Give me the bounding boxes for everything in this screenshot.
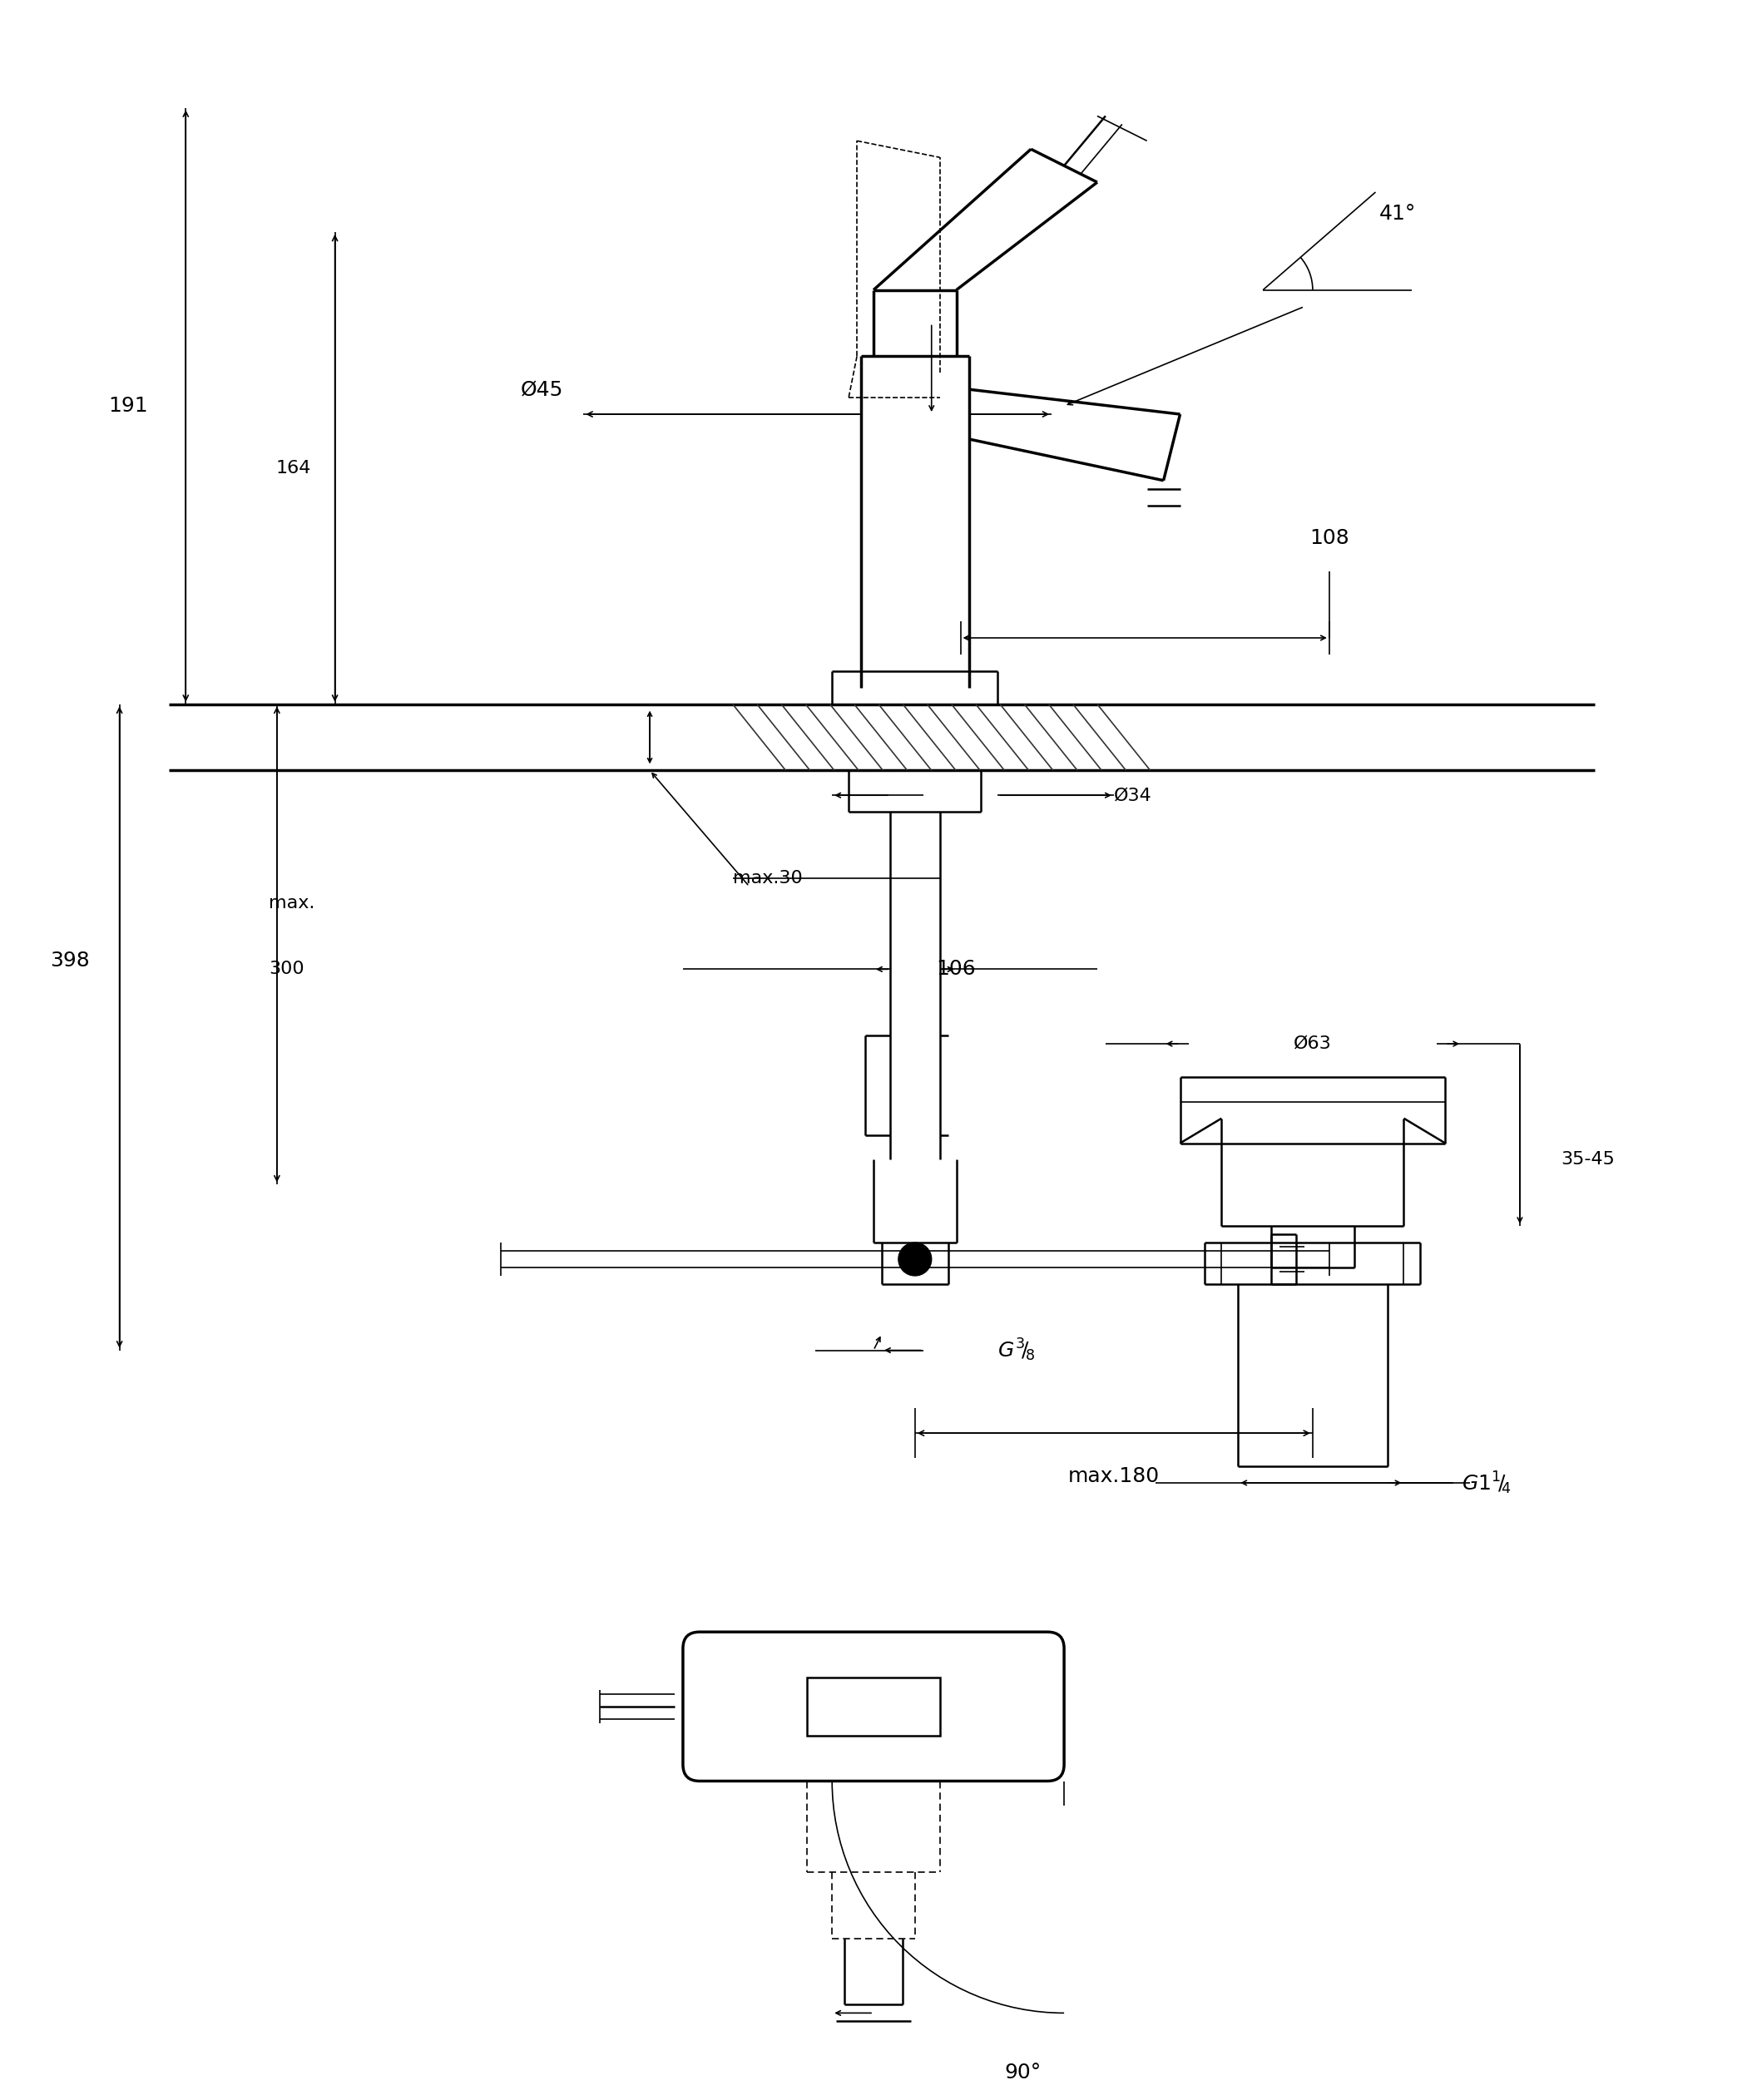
- Text: max.30: max.30: [732, 869, 802, 886]
- Text: $G1^1\!/\!_4$: $G1^1\!/\!_4$: [1461, 1470, 1512, 1495]
- Text: 90°: 90°: [1004, 2062, 1041, 2083]
- Text: 106: 106: [937, 960, 976, 979]
- FancyBboxPatch shape: [683, 1632, 1063, 1781]
- Text: max.180: max.180: [1069, 1466, 1160, 1487]
- Text: 191: 191: [109, 397, 147, 416]
- Text: Ø63: Ø63: [1293, 1035, 1332, 1052]
- Text: max.: max.: [268, 895, 315, 911]
- Text: Ø34: Ø34: [1114, 788, 1151, 804]
- Text: 398: 398: [49, 951, 89, 970]
- Text: $G^3\!/\!_8$: $G^3\!/\!_8$: [999, 1338, 1035, 1363]
- Text: 108: 108: [1309, 529, 1349, 548]
- Text: 300: 300: [268, 962, 305, 976]
- Text: 41°: 41°: [1379, 204, 1416, 225]
- Text: 35-45: 35-45: [1561, 1151, 1615, 1168]
- Circle shape: [899, 1243, 932, 1275]
- Bar: [808, 1678, 939, 1735]
- Text: Ø45: Ø45: [520, 380, 564, 399]
- Text: 164: 164: [275, 460, 312, 477]
